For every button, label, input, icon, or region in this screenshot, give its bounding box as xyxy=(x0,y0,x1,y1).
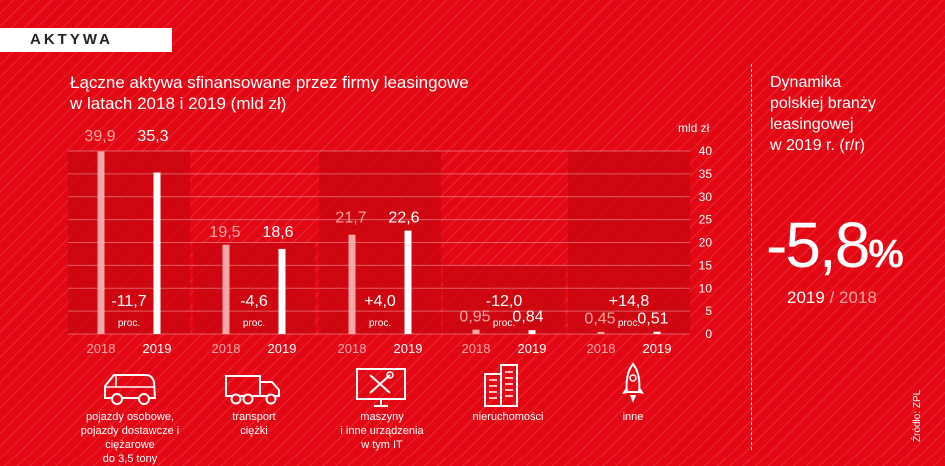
bar-2019 xyxy=(153,172,161,334)
change-unit: proc. xyxy=(618,318,640,329)
y-tick-label: 40 xyxy=(699,144,713,158)
y-tick-label: 25 xyxy=(699,213,713,227)
dynamics-number: -5,8 xyxy=(766,209,870,281)
x-year-label-2019: 2019 xyxy=(143,341,172,356)
change-unit: proc. xyxy=(118,318,140,329)
side-title-line-2: polskiej branży xyxy=(770,95,876,112)
chart-title-line-1: Łączne aktywa sfinansowane przez firmy l… xyxy=(70,73,469,92)
change-value: -4,6 xyxy=(240,293,268,310)
year-current: 2019 xyxy=(787,288,825,307)
dynamics-value: -5,8% xyxy=(766,210,904,289)
y-tick-label: 15 xyxy=(699,258,713,272)
category-label-line: i inne urządzenia xyxy=(340,425,424,437)
category-band xyxy=(568,151,690,334)
divider xyxy=(751,64,752,450)
change-value: -12,0 xyxy=(486,293,523,310)
source-note: Źródło: ZPL xyxy=(912,389,923,442)
category-label-machinery: maszyny i inne urządzenia w tym IT xyxy=(312,410,452,452)
year-separator: / xyxy=(829,288,835,307)
category-band xyxy=(68,151,190,334)
section-tag: AKTYWA xyxy=(0,28,172,52)
bar-2019 xyxy=(528,330,536,334)
y-tick-label: 5 xyxy=(705,304,712,318)
year-previous: 2018 xyxy=(839,288,877,307)
side-title-line-4: w 2019 r. (r/r) xyxy=(770,137,866,154)
change-value: -11,7 xyxy=(111,293,146,310)
dynamics-years: 2019 / 2018 xyxy=(787,288,877,308)
rocket-icon xyxy=(622,362,644,403)
y-tick-label: 35 xyxy=(699,167,713,181)
value-label-2018: 19,5 xyxy=(209,224,240,241)
category-label-line: nieruchomości xyxy=(472,411,544,423)
category-label-line: pojazdy osobowe, xyxy=(85,411,175,423)
category-label-cars: pojazdy osobowe, pojazdy dostawcze i cię… xyxy=(60,410,200,466)
category-label-heavy-transport: transport ciężki xyxy=(184,410,324,438)
bar-2019 xyxy=(278,248,286,334)
value-label-2018: 0,95 xyxy=(459,309,490,326)
side-title: Dynamika polskiej branży leasingowej w 2… xyxy=(770,72,930,156)
category-label-line: maszyny xyxy=(360,411,404,423)
category-label-line: inne xyxy=(622,411,644,423)
chart-title-line-2: w latach 2018 i 2019 (mld zł) xyxy=(70,94,287,113)
bar-2019 xyxy=(404,230,412,334)
side-title-line-3: leasingowej xyxy=(770,116,854,133)
truck-icon xyxy=(225,375,280,405)
value-label-2018: 0,45 xyxy=(584,311,615,328)
x-year-label-2018: 2018 xyxy=(212,341,241,356)
bar-2018 xyxy=(348,234,356,334)
y-tick-label: 10 xyxy=(699,281,713,295)
value-label-2019: 18,6 xyxy=(262,224,293,241)
bar-2018 xyxy=(597,331,605,334)
side-title-line-1: Dynamika xyxy=(770,74,842,91)
change-value: +14,8 xyxy=(609,293,650,310)
car-icon xyxy=(104,374,157,405)
category-label-real-estate: nieruchomości xyxy=(438,410,578,424)
change-unit: proc. xyxy=(243,318,265,329)
bar-2019 xyxy=(653,331,661,334)
x-year-label-2019: 2019 xyxy=(268,341,297,356)
change-unit: proc. xyxy=(369,318,391,329)
x-year-label-2019: 2019 xyxy=(394,341,423,356)
x-year-label-2018: 2018 xyxy=(462,341,491,356)
value-label-2019: 35,3 xyxy=(137,128,168,145)
category-label-other: inne xyxy=(563,410,703,424)
category-label-line: ciężki xyxy=(240,425,268,437)
y-tick-label: 20 xyxy=(699,236,713,250)
category-label-line: do 3,5 tony xyxy=(102,453,158,465)
value-label-2019: 0,84 xyxy=(512,309,543,326)
x-year-label-2019: 2019 xyxy=(643,341,672,356)
x-year-label-2018: 2018 xyxy=(338,341,367,356)
category-label-line: pojazdy dostawcze i ciężarowe xyxy=(80,425,180,451)
x-year-label-2018: 2018 xyxy=(87,341,116,356)
category-band xyxy=(193,242,315,334)
chart-title: Łączne aktywa sfinansowane przez firmy l… xyxy=(70,72,490,114)
value-label-2018: 39,9 xyxy=(84,128,115,145)
buildings-icon xyxy=(484,364,518,407)
change-unit: proc. xyxy=(493,318,515,329)
x-year-label-2018: 2018 xyxy=(587,341,616,356)
change-value: +4,0 xyxy=(364,293,396,310)
category-label-line: w tym IT xyxy=(361,439,403,451)
x-year-label-2019: 2019 xyxy=(518,341,547,356)
category-band xyxy=(319,151,441,334)
value-label-2019: 22,6 xyxy=(388,210,419,227)
value-label-2019: 0,51 xyxy=(637,311,668,328)
category-label-line: transport xyxy=(232,411,276,423)
y-tick-label: 0 xyxy=(705,327,712,341)
y-tick-label: 30 xyxy=(699,190,713,204)
category-band xyxy=(443,265,565,334)
machinery-icon xyxy=(356,368,406,407)
bar-2018 xyxy=(472,329,480,334)
percent-sign: % xyxy=(868,232,904,276)
value-label-2018: 21,7 xyxy=(335,210,366,227)
bar-2018 xyxy=(222,244,230,334)
y-axis-unit: mld zł xyxy=(678,121,710,135)
bar-2018 xyxy=(97,151,105,334)
